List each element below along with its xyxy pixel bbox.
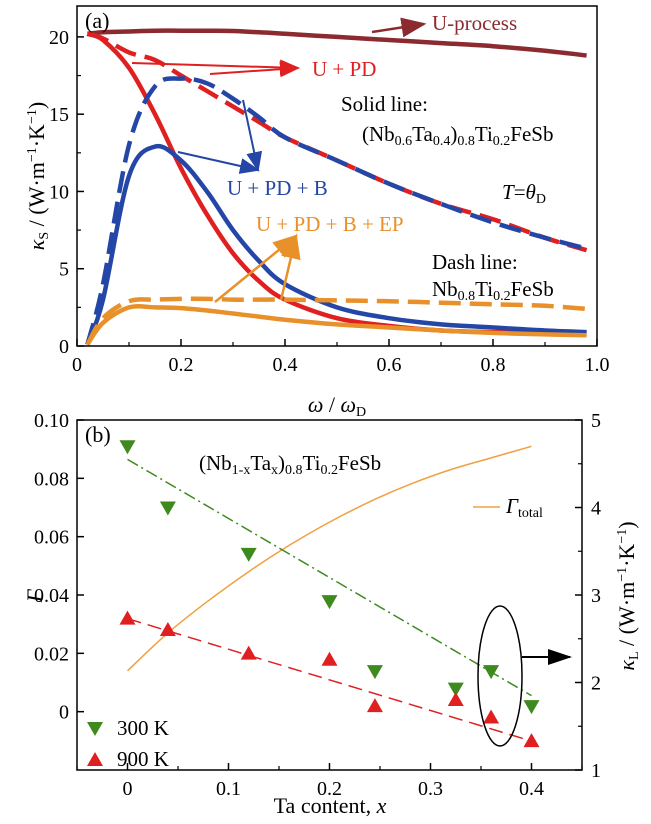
panel-b-fit-line-0 — [127, 458, 532, 697]
panel-a-series-5-line — [85, 76, 588, 346]
panel-a-xtick-label: 0.2 — [169, 354, 194, 376]
panel-a-ylabel: κS / (W·m−1·K−1) — [24, 102, 52, 250]
arrow-u-pd-1 — [131, 59, 300, 76]
panel-b-point-1 — [483, 709, 500, 724]
panel-b-point-0 — [483, 665, 500, 680]
panel-b-point-0 — [366, 665, 383, 680]
panel-b-xtick-label: 0.2 — [317, 778, 342, 800]
legend-300k-marker — [87, 722, 103, 736]
label-solid-line: Solid line: — [341, 92, 428, 116]
panel-b-xtick-label: 0.4 — [519, 778, 544, 800]
panel-a-ytick-label: 10 — [49, 181, 69, 203]
label-u-pd-b: U + PD + B — [227, 176, 328, 200]
panel-a-series — [85, 28, 588, 346]
label-t-theta: T=θD — [502, 180, 546, 207]
panel-b: 0 0.1 0.2 0.3 0.400.020.040.060.080.1012345 … — [22, 410, 642, 818]
panel-a-xlabel: ω / ωD — [308, 392, 366, 420]
arrow-u-pd-b-1 — [177, 151, 260, 174]
panel-b-point-1 — [119, 610, 136, 625]
panel-b-point-0 — [523, 700, 540, 715]
panel-b-fit-line-1 — [127, 617, 532, 742]
panel-a-axes: 0 0.2 0.4 0.6 0.8 1.0 0 5 10 15 20 — [49, 27, 610, 376]
label-dash-formula: Nb0.8Ti0.2FeSb — [432, 277, 554, 304]
panel-b-point-1 — [321, 651, 338, 666]
panel-a-ytick-label: 20 — [49, 27, 69, 49]
panel-a-series-0-line — [87, 28, 587, 58]
panel-a-xtick-label: 0.4 — [273, 354, 298, 376]
panel-b-ytick-right-label: 3 — [591, 585, 601, 607]
panel-b-xtick-label: 0 — [123, 778, 133, 800]
panel-b-ylabel-right: κL / (W·m−1·K−1) — [614, 521, 642, 670]
panel-b-ytick-left-label: 0.10 — [34, 410, 69, 432]
panel-b-point-1 — [447, 692, 464, 706]
label-solid-formula: (Nb0.6Ta0.4)0.8Ti0.2FeSb — [362, 122, 553, 149]
panel-b-point-1 — [159, 622, 176, 636]
panel-b-ytick-left-label: 0 — [59, 702, 69, 724]
panel-b-ytick-left-label: 0.02 — [34, 643, 69, 665]
panel-b-ytick-left-label: 0.04 — [34, 585, 69, 607]
panel-b-ytick-right-label: 4 — [591, 498, 601, 520]
panel-a-series-4-line — [86, 31, 588, 253]
panel-a-xtick-label: 0 — [72, 354, 82, 376]
arrow-u-process — [371, 17, 427, 38]
panel-b-title: (Nb1-xTax)0.8Ti0.2FeSb — [199, 451, 381, 478]
legend-gamma-label: Γtotal — [505, 494, 543, 521]
panel-b-point-0 — [321, 595, 338, 610]
panel-b-xtick-label: 0.3 — [418, 778, 443, 800]
panel-a-series-3-line — [85, 303, 587, 346]
panel-a-xtick-label: 0.8 — [481, 354, 506, 376]
legend-300k-label: 300 K — [117, 716, 169, 740]
panel-b-point-0 — [240, 547, 257, 562]
highlight-ellipse — [477, 605, 523, 747]
panel-a-ytick-label: 15 — [49, 104, 69, 126]
panel-a-series-2-line — [85, 143, 587, 346]
label-u-process: U-process — [432, 11, 517, 35]
panel-b-point-0 — [159, 501, 176, 516]
panel-b-ytick-right-label: 5 — [591, 410, 601, 432]
panel-b-series — [119, 440, 540, 748]
panel-b-ytick-left-label: 0.06 — [34, 527, 69, 549]
panel-b-ylabel-left: Γ — [22, 588, 47, 603]
panel-b-ytick-left-label: 0.08 — [34, 468, 69, 490]
panel-b-xtick-label: 0.1 — [216, 778, 241, 800]
arrow-u-pd-2 — [209, 61, 300, 78]
panel-b-xlabel: Ta content, x — [274, 793, 387, 818]
panel-b-point-0 — [119, 440, 136, 455]
panel-b-ytick-right-label: 2 — [591, 673, 601, 695]
legend-900k-label: 900 K — [117, 747, 169, 771]
arrow-u-pd-b-2 — [242, 99, 263, 172]
gamma-total-line — [126, 445, 532, 672]
panel-a-xtick-label: 1.0 — [585, 354, 610, 376]
panel-b-point-1 — [523, 733, 540, 748]
panel-a-series-6-line — [85, 296, 587, 346]
panel-a-ytick-label: 5 — [59, 259, 69, 281]
panel-b-point-1 — [366, 698, 383, 713]
label-u-pd-b-ep: U + PD + B + EP — [256, 212, 404, 236]
panel-a-arrows — [131, 17, 427, 303]
panel-b-label: (b) — [85, 422, 111, 447]
panel-b-point-0 — [447, 682, 464, 697]
label-u-pd: U + PD — [312, 57, 376, 81]
arrow-ep-2 — [279, 233, 301, 301]
panel-a-ytick-label: 0 — [59, 336, 69, 358]
panel-b-point-1 — [240, 645, 257, 660]
panel-b-axes: 0 0.1 0.2 0.3 0.4 0 0.02 0.04 0.06 0.08 0.10 1 2 3 4 5 — [34, 410, 601, 800]
label-dash-line: Dash line: — [432, 250, 518, 274]
panel-a: 0 0.2 0.4 0.6 0.8 1.0 0 5 10 15 20 (a) U-process U… — [24, 5, 610, 420]
panel-a-xtick-label: 0.6 — [377, 354, 402, 376]
panel-a-label: (a) — [85, 8, 109, 33]
panel-b-ytick-right-label: 1 — [591, 760, 601, 782]
legend-900k-marker — [87, 752, 103, 766]
